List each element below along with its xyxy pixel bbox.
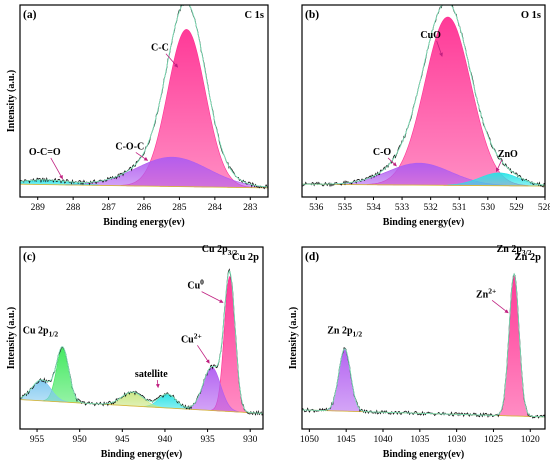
x-tick-label: 955 (30, 435, 45, 445)
plot-area (302, 272, 545, 419)
plot-area (20, 5, 268, 190)
y-axis-title: Intensity (a.u.) (288, 307, 299, 370)
plot-area (302, 5, 545, 188)
y-axis-title: Intensity (a.u.) (6, 307, 17, 370)
x-tick-label: 940 (158, 435, 173, 445)
raw-spectrum (20, 5, 268, 190)
x-tick-label: 1040 (374, 435, 393, 445)
x-tick-label: 535 (338, 203, 353, 213)
panel-letter: (a) (23, 9, 37, 21)
core-level-label: Cu 2p (232, 252, 259, 263)
x-tick-label: 530 (481, 203, 496, 213)
x-tick-label: 288 (66, 203, 81, 213)
peak-label: Zn 2p1/2 (327, 326, 362, 339)
panel-a: 289 288 287 286 285 284 283 Binding energy(ev) I… (6, 4, 269, 228)
panel-d: 1050 1045 1040 1035 1030 1025 1020 Binding ener… (288, 244, 546, 460)
peak-arrow (135, 152, 149, 161)
x-tick-label: 532 (424, 203, 439, 213)
x-tick-label: 289 (31, 203, 46, 213)
x-axis-title: Binding energy(ev) (383, 449, 464, 460)
peak-arrow (165, 53, 179, 68)
x-tick-label: 1035 (410, 435, 429, 445)
peak-arrow (155, 379, 160, 389)
x-axis-title: Binding energy(ev) (103, 217, 184, 228)
x-tick-label: 536 (309, 203, 324, 213)
x-tick-label: 283 (243, 203, 258, 213)
peak-arrow (436, 40, 443, 57)
peak-label: CuO (420, 30, 441, 41)
fit-envelope (302, 5, 545, 186)
peak-arrow (50, 157, 63, 180)
peak-arrow (495, 159, 503, 173)
peak-label: C-O-C (115, 141, 144, 152)
fit-envelope (302, 272, 545, 418)
panel-frame (301, 4, 546, 198)
background-line (302, 183, 545, 187)
x-tick-label: 935 (200, 435, 215, 445)
peak-zn-2p3-2 (496, 273, 532, 417)
plot-area (20, 268, 263, 416)
x-axis-title: Binding energy(ev) (101, 449, 182, 460)
panel-letter: (b) (305, 9, 319, 21)
x-tick-label: 930 (243, 435, 258, 445)
peak-label: O-C=O (29, 147, 61, 158)
peak-arrow (201, 291, 224, 303)
x-tick-label: 285 (172, 203, 187, 213)
background-line (20, 399, 263, 414)
peak-satellite-2 (102, 391, 162, 408)
peak-label: Zn 2p3/2 (497, 244, 532, 257)
x-tick-label: 531 (452, 203, 467, 213)
x-tick-label: 287 (101, 203, 116, 213)
x-tick-label: 945 (115, 435, 130, 445)
x-axis-title: Binding energy(ev) (383, 217, 464, 228)
x-tick-label: 534 (366, 203, 381, 213)
peak-label: ZnO (498, 149, 518, 160)
fit-envelope (20, 269, 263, 414)
core-level-label: Zn 2p (514, 252, 541, 263)
peak-label: Cu0 (187, 278, 204, 292)
x-tick-label: 286 (137, 203, 152, 213)
x-tick-label: 1030 (447, 435, 466, 445)
panel-b: 536 535 534 533 532 531 530 529 528 Binding energ… (301, 4, 550, 228)
x-tick-label: 950 (73, 435, 88, 445)
x-tick-label: 528 (538, 203, 550, 213)
peak-cuo (366, 16, 529, 187)
peak-label: Cu 2p1/2 (23, 326, 59, 339)
background-line (20, 183, 268, 189)
core-level-label: C 1s (244, 10, 264, 21)
panel-letter: (c) (23, 251, 36, 263)
panel-frame (19, 246, 264, 430)
panel-letter: (d) (305, 251, 319, 263)
fit-envelope (20, 5, 268, 188)
x-tick-label: 529 (509, 203, 524, 213)
peak-label: C-C (151, 43, 169, 54)
x-tick-label: 533 (395, 203, 410, 213)
peak-label: Cu 2p3/2 (202, 244, 238, 257)
x-tick-label: 1020 (521, 435, 540, 445)
x-tick-label: 1050 (300, 435, 319, 445)
peak-arrow (197, 345, 210, 364)
panel-c: 955 950 945 940 935 930 Binding energy(ev) Inte… (6, 244, 264, 460)
panel-frame (301, 246, 546, 430)
core-level-label: O 1s (521, 10, 541, 21)
x-tick-label: 1045 (337, 435, 356, 445)
x-tick-label: 1025 (484, 435, 503, 445)
peak-arrow (387, 157, 397, 167)
x-tick-label: 284 (208, 203, 223, 213)
y-axis-title: Intensity (a.u.) (6, 70, 17, 133)
peak-label: Cu2+ (181, 331, 202, 345)
peak-label: C-O (373, 147, 392, 158)
peak-label: satellite (135, 369, 168, 380)
peak-label: Zn2+ (476, 286, 496, 300)
peak-arrow (491, 299, 509, 314)
